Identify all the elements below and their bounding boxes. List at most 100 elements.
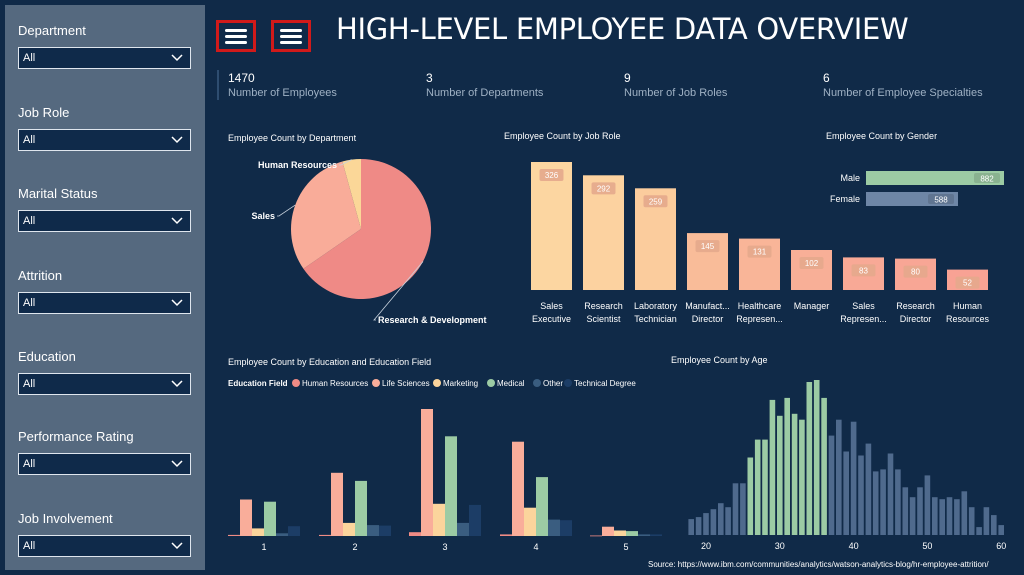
age-bar (902, 487, 909, 535)
age-bar (946, 497, 953, 535)
education-bar (548, 519, 560, 536)
age-bar (961, 491, 968, 535)
pie-leader-line (339, 159, 352, 166)
education-x-label: 5 (623, 542, 628, 552)
job-involvement-dropdown[interactable]: All (18, 535, 191, 557)
menu-button-1[interactable] (216, 20, 256, 52)
job-role-label: Represen... (736, 314, 783, 324)
age-tick-label: 30 (775, 541, 785, 551)
job-role-value: 52 (963, 279, 972, 288)
gender-label: Male (840, 173, 860, 183)
age-bar (710, 509, 717, 535)
kpi-value: 9 (624, 71, 631, 85)
age-bar (917, 487, 923, 535)
education-dropdown[interactable]: All (18, 373, 191, 395)
legend-entry: Life Sciences (382, 379, 430, 388)
education-bar (379, 525, 391, 536)
filter-attrition: Attrition All (18, 268, 191, 314)
job-role-label: Resources (946, 314, 990, 324)
pie-label: Sales (251, 211, 275, 221)
job-role-value-pill (955, 276, 980, 289)
chevron-down-icon (171, 217, 183, 225)
pie-leader-line (277, 204, 296, 217)
chevron-down-icon (171, 542, 183, 550)
age-bar (843, 451, 849, 535)
education-bar (264, 501, 276, 536)
job-role-chart-title: Employee Count by Job Role (504, 131, 621, 141)
education-bar (445, 436, 457, 536)
department-dropdown[interactable]: All (18, 47, 191, 69)
job-role-value-pill (591, 182, 616, 195)
education-x-label: 3 (442, 542, 447, 552)
education-bar (288, 526, 300, 536)
job-role-dropdown[interactable]: All (18, 129, 191, 151)
marital-status-dropdown[interactable]: All (18, 210, 191, 232)
dropdown-value: All (23, 134, 36, 146)
age-bar (725, 507, 731, 535)
job-role-value: 259 (649, 197, 663, 206)
filter-department: Department All (18, 23, 191, 69)
legend-marker (292, 379, 300, 387)
age-bar (932, 497, 938, 535)
age-bar (732, 483, 739, 535)
age-bar (740, 483, 746, 535)
filter-marital-status: Marital Status All (18, 186, 191, 232)
legend-marker (487, 379, 495, 387)
filter-label: Marital Status (18, 186, 98, 201)
department-chart-title: Employee Count by Department (228, 133, 357, 143)
filter-job-role: Job Role All (18, 105, 191, 151)
education-bar (331, 472, 343, 536)
job-role-label: Laboratory (634, 301, 678, 311)
age-bar (865, 443, 872, 535)
pie-slice (303, 159, 432, 299)
job-role-label: Research (896, 301, 935, 311)
menu-button-2[interactable] (271, 20, 311, 52)
age-bar (688, 519, 694, 535)
job-role-value-pill (695, 240, 720, 253)
kpi-value: 6 (823, 71, 830, 85)
education-bar (650, 534, 662, 536)
job-role-value: 326 (545, 171, 559, 180)
performance-rating-dropdown[interactable]: All (18, 453, 191, 475)
filter-sidebar: Department All Job Role All Marital Stat… (5, 5, 205, 570)
filter-performance-rating: Performance Rating All (18, 429, 191, 475)
education-bar (602, 526, 614, 536)
dropdown-value: All (23, 378, 36, 390)
age-histogram: 20 30 40 50 60 (688, 380, 1006, 551)
kpi-accent-bar (217, 70, 219, 100)
education-bar (469, 504, 481, 536)
kpi-value: 3 (426, 71, 433, 85)
age-bar (821, 397, 827, 535)
legend-entry: Technical Degree (574, 379, 636, 388)
attrition-dropdown[interactable]: All (18, 292, 191, 314)
filter-label: Attrition (18, 268, 63, 283)
education-bar (500, 534, 512, 536)
age-tick-label: 60 (996, 541, 1006, 551)
education-bar (240, 499, 252, 536)
filter-education: Education All (18, 349, 191, 395)
age-bar (895, 469, 901, 535)
age-bar (939, 499, 945, 535)
gender-value-pill (928, 194, 954, 204)
dropdown-value: All (23, 52, 36, 64)
education-bar (614, 530, 626, 536)
job-role-value: 145 (701, 242, 715, 251)
education-bar (409, 532, 421, 536)
gender-value: 882 (980, 175, 994, 184)
filter-label: Education (18, 349, 76, 364)
legend-entry: Medical (497, 379, 525, 388)
age-bar (695, 517, 702, 535)
age-bar (718, 503, 724, 535)
filter-label: Job Role (18, 105, 70, 120)
age-bar (991, 515, 997, 535)
dropdown-value: All (23, 297, 36, 309)
age-bar (998, 525, 1004, 535)
pie-leader-line (373, 261, 424, 321)
filter-label: Job Involvement (18, 511, 113, 526)
page-title: HIGH-LEVEL EMPLOYEE DATA OVERVIEW (336, 12, 909, 46)
legend-entry: Human Resources (302, 379, 368, 388)
age-bar (836, 419, 842, 535)
pie-slice (342, 159, 361, 229)
education-bar (421, 409, 433, 536)
legend-entry: Other (543, 379, 563, 388)
